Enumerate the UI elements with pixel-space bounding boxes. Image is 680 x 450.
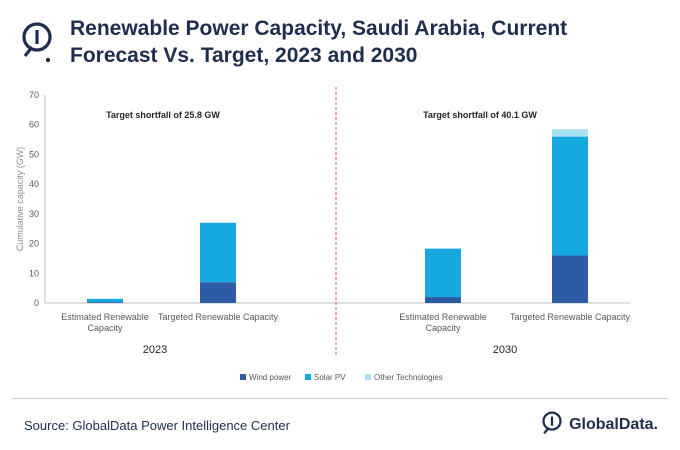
- y-axis-label: Cumulative capacity (GW): [15, 147, 25, 252]
- bar-segment-wind-power: [552, 255, 588, 303]
- page-title: Renewable Power Capacity, Saudi Arabia, …: [70, 17, 568, 67]
- brand: GlobalData.: [539, 410, 658, 440]
- bar-segment-wind-power: [87, 302, 123, 303]
- y-tick-label: 50: [29, 149, 39, 159]
- bar-segment-wind-power: [425, 297, 461, 303]
- y-tick-label: 20: [29, 239, 39, 249]
- legend-swatch: [365, 374, 371, 380]
- group-label: 2023: [143, 344, 167, 356]
- y-tick-label: 30: [29, 209, 39, 219]
- bar-segment-solar-pv: [425, 248, 461, 298]
- legend-swatch: [240, 374, 246, 380]
- source-note: Source: GlobalData Power Intelligence Ce…: [24, 418, 290, 433]
- y-tick-label: 40: [29, 179, 39, 189]
- y-tick-label: 0: [34, 298, 39, 308]
- y-tick-label: 10: [29, 268, 39, 278]
- legend-swatch: [305, 374, 311, 380]
- category-label: Capacity: [425, 323, 461, 333]
- category-label: Capacity: [87, 323, 123, 333]
- group-label: 2030: [493, 344, 517, 356]
- bar-segment-other-technologies: [552, 129, 588, 137]
- category-label: Targeted Renewable Capacity: [510, 312, 631, 322]
- y-tick-label: 60: [29, 120, 39, 130]
- category-label: Estimated Renewable: [399, 312, 487, 322]
- brand-name: GlobalData.: [569, 416, 658, 433]
- bar-segment-solar-pv: [200, 222, 236, 283]
- legend-label: Other Technologies: [374, 373, 443, 382]
- globaldata-brand-icon: [542, 411, 562, 435]
- shortfall-annotation: Target shortfall of 25.8 GW: [106, 110, 220, 120]
- bar-segment-wind-power: [200, 282, 236, 303]
- bar-segment-solar-pv: [87, 298, 123, 303]
- shortfall-annotation: Target shortfall of 40.1 GW: [423, 110, 537, 120]
- category-label: Targeted Renewable Capacity: [158, 312, 279, 322]
- y-tick-label: 70: [29, 90, 39, 100]
- globaldata-logo-icon: [22, 22, 52, 63]
- bar-segment-solar-pv: [552, 136, 588, 256]
- legend-label: Solar PV: [314, 373, 346, 382]
- legend-label: Wind power: [249, 373, 292, 382]
- footer-divider: [12, 398, 668, 399]
- category-label: Estimated Renewable: [61, 312, 149, 322]
